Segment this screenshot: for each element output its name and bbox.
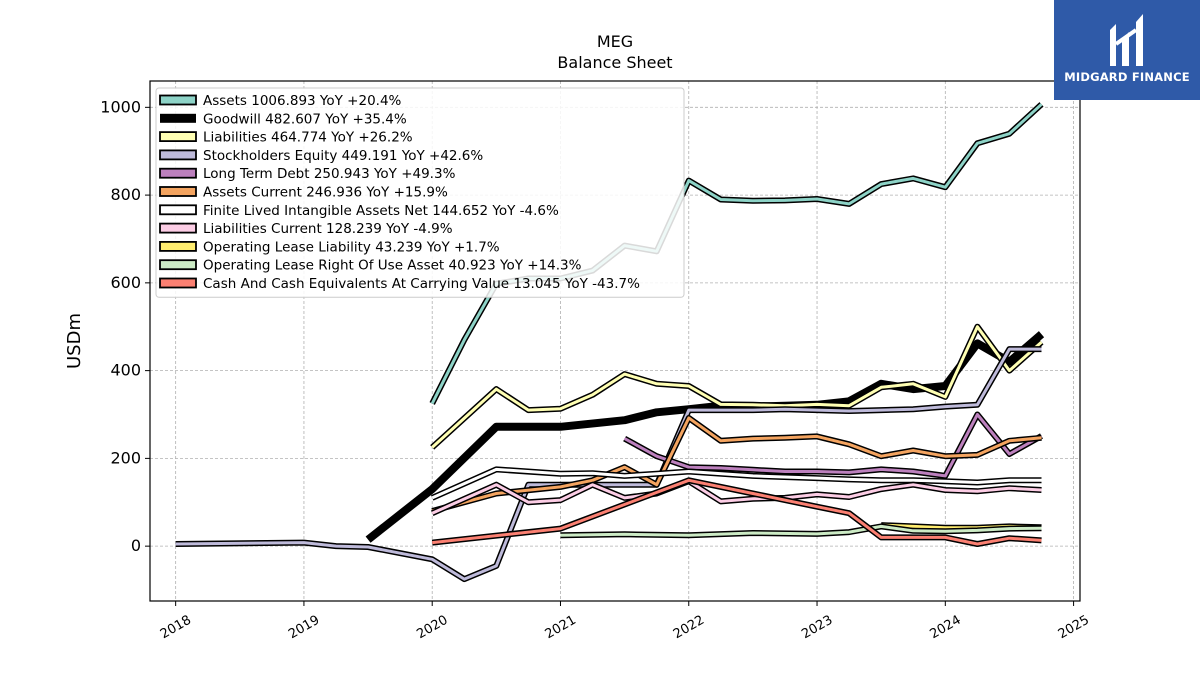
y-tick-label: 400 (110, 361, 141, 380)
legend-label: Liabilities 464.774 YoY +26.2% (203, 130, 413, 146)
legend-label: Assets Current 246.936 YoY +15.9% (203, 185, 448, 201)
legend-item-assets: Assets 1006.893 YoY +20.4% (159, 93, 402, 109)
series-assets-current (431, 415, 1042, 514)
legend-swatch (160, 113, 196, 123)
legend-swatch (159, 131, 197, 143)
series-cash-and-cash-equivalents-at-carrying-value (431, 477, 1042, 547)
y-tick-label: 600 (110, 273, 141, 292)
legend-swatch (159, 186, 197, 197)
series-liabilities (430, 323, 1044, 450)
legend-item-long-term-debt: Long Term Debt 250.943 YoY +49.3% (159, 166, 456, 182)
y-tick-label: 1000 (100, 97, 141, 116)
x-tick-label: 2020 (414, 613, 450, 643)
midgard-finance-logo: MIDGARD FINANCE (1054, 0, 1200, 100)
legend-item-goodwill: Goodwill 482.607 YoY +35.4% (160, 111, 407, 127)
x-tick-label: 2022 (671, 613, 707, 643)
legend-swatch (159, 240, 197, 252)
legend-label: Liabilities Current 128.239 YoY -4.9% (203, 221, 453, 237)
legend-swatch (159, 222, 197, 234)
legend-item-operating-lease-liability: Operating Lease Liability 43.239 YoY +1.… (159, 239, 500, 255)
x-axis: 2018 2019 2020 2021 2022 2023 2024 2025 (158, 601, 1092, 642)
legend-swatch (159, 94, 197, 106)
legend-label: Cash And Cash Equivalents At Carrying Va… (203, 276, 640, 292)
legend-item-cash-and-cash-equivalents-at-carrying-value: Cash And Cash Equivalents At Carrying Va… (159, 276, 640, 292)
legend-label: Stockholders Equity 449.191 YoY +42.6% (203, 148, 483, 164)
legend-label: Assets 1006.893 YoY +20.4% (203, 93, 402, 109)
x-tick-label: 2025 (1056, 613, 1092, 643)
legend-item-liabilities-current: Liabilities Current 128.239 YoY -4.9% (159, 221, 453, 237)
chart-title: MEG (597, 32, 633, 51)
series-liabilities-line (431, 325, 1043, 449)
legend-swatch (159, 167, 197, 179)
series-finite-lived-intangible-assets-net-line (431, 467, 1042, 500)
y-axis: 0 200 400 600 800 1000 (100, 97, 150, 555)
series-liabilities-current-line (431, 479, 1042, 515)
legend-swatch (159, 149, 197, 161)
x-tick-label: 2021 (543, 613, 579, 643)
series-goodwill-line (365, 331, 1045, 543)
legend-label: Operating Lease Right Of Use Asset 40.92… (203, 258, 582, 274)
plot-frame (149, 80, 1081, 602)
legend-item-finite-lived-intangible-assets-net: Finite Lived Intangible Assets Net 144.6… (159, 203, 559, 219)
legend-swatch (159, 259, 197, 271)
series-long-term-debt-line (623, 413, 1043, 478)
x-tick-label: 2019 (286, 613, 322, 643)
legend-swatch (159, 277, 197, 289)
legend-item-operating-lease-right-of-use-asset: Operating Lease Right Of Use Asset 40.92… (159, 258, 582, 274)
y-tick-label: 800 (110, 185, 141, 204)
legend-item-stockholders-equity: Stockholders Equity 449.191 YoY +42.6% (159, 148, 483, 164)
legend-box (155, 87, 685, 298)
series-finite-lived-intangible-assets-net (430, 466, 1042, 501)
y-tick-label: 0 (131, 536, 141, 555)
legend-swatch (159, 204, 197, 216)
series-operating-lease-right-of-use-asset (560, 523, 1042, 539)
series-goodwill (365, 331, 1045, 543)
chart-subtitle: Balance Sheet (557, 53, 672, 72)
y-axis-label: USDm (64, 313, 85, 369)
legend-label: Finite Lived Intangible Assets Net 144.6… (203, 203, 559, 219)
series-cash-and-cash-equivalents-at-carrying-value-line (432, 478, 1042, 546)
logo-mark-icon (1110, 14, 1143, 66)
legend-item-liabilities: Liabilities 464.774 YoY +26.2% (159, 130, 413, 146)
series-liabilities-current (430, 478, 1042, 516)
series-long-term-debt (623, 411, 1043, 479)
series-liabilities-current-outline (430, 478, 1042, 516)
x-tick-label: 2023 (799, 613, 835, 643)
legend: Assets 1006.893 YoY +20.4% Goodwill 482.6… (155, 87, 685, 298)
series-operating-lease-right-of-use-asset-line (560, 524, 1042, 537)
series-assets-current-line (431, 416, 1042, 513)
legend-label: Operating Lease Liability 43.239 YoY +1.… (203, 239, 500, 255)
legend-label: Goodwill 482.607 YoY +35.4% (203, 111, 407, 127)
y-tick-label: 200 (110, 448, 141, 467)
legend-item-assets-current: Assets Current 246.936 YoY +15.9% (159, 185, 448, 201)
logo-text: MIDGARD FINANCE (1064, 70, 1190, 84)
x-tick-label: 2018 (158, 613, 194, 643)
x-tick-label: 2024 (927, 613, 963, 643)
legend-label: Long Term Debt 250.943 YoY +49.3% (203, 166, 456, 182)
